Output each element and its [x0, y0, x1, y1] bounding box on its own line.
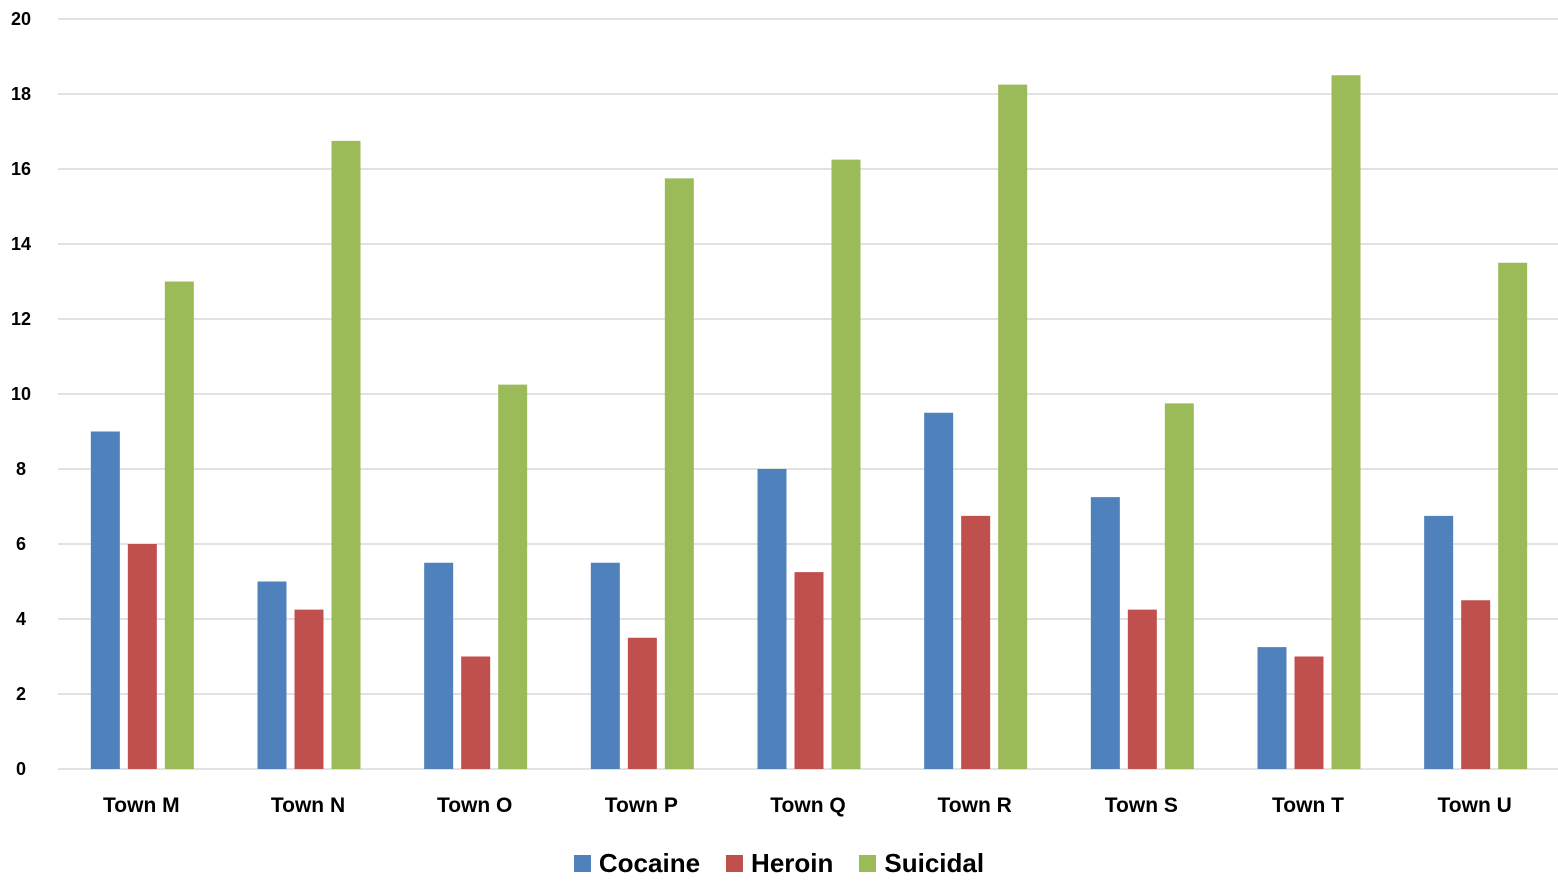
legend-swatch — [859, 854, 877, 872]
legend-label: Suicidal — [884, 847, 985, 878]
bar-suicidal-town-m — [164, 281, 194, 769]
bar-cocaine-town-o — [424, 562, 454, 769]
bar-cocaine-town-q — [757, 469, 787, 769]
x-category-label: Town Q — [770, 794, 845, 817]
bar-cocaine-town-m — [90, 431, 120, 769]
bar-cocaine-town-u — [1424, 515, 1454, 769]
bar-heroin-town-n — [294, 609, 324, 769]
legend-item-heroin: Heroin — [726, 848, 833, 879]
bar-cocaine-town-r — [924, 412, 954, 769]
x-category-label: Town P — [605, 794, 678, 817]
bar-heroin-town-s — [1127, 609, 1157, 769]
x-category-label: Town U — [1438, 794, 1512, 817]
bar-cocaine-town-n — [257, 581, 287, 769]
y-tick-label: 20 — [11, 9, 31, 29]
x-category-label: Town M — [103, 794, 180, 817]
y-tick-label: 4 — [16, 609, 26, 629]
y-tick-label: 10 — [11, 384, 31, 404]
bar-heroin-town-o — [461, 656, 491, 769]
bar-cocaine-town-t — [1257, 647, 1287, 769]
legend-item-cocaine: Cocaine — [573, 847, 701, 879]
x-axis-category-labels: Town M Town N Town O Town P Town Q Town R Town… — [103, 794, 1512, 817]
legend-swatch — [573, 854, 591, 872]
y-axis-tick-labels: 0 2 4 6 8 10 12 14 16 18 20 — [11, 9, 31, 779]
y-tick-label: 16 — [11, 159, 31, 179]
x-category-label: Town T — [1272, 794, 1344, 817]
bar-cocaine-town-s — [1090, 497, 1120, 769]
y-tick-label: 18 — [11, 84, 31, 104]
bar-cocaine-town-p — [590, 562, 620, 769]
bar-suicidal-town-t — [1331, 75, 1361, 769]
bar-suicidal-town-p — [664, 178, 694, 769]
bar-suicidal-town-u — [1498, 262, 1528, 769]
y-tick-label: 6 — [16, 534, 26, 554]
bar-suicidal-town-q — [831, 159, 861, 769]
y-tick-label: 2 — [16, 684, 26, 704]
bar-suicidal-town-r — [998, 84, 1028, 769]
legend-label: Cocaine — [598, 847, 701, 878]
y-tick-label: 8 — [16, 459, 26, 479]
legend: Cocaine Heroin Suicidal — [0, 843, 1558, 883]
bar-suicidal-town-n — [331, 140, 361, 769]
bar-heroin-town-p — [627, 637, 657, 769]
y-tick-label: 0 — [16, 759, 26, 779]
legend-item-suicidal: Suicidal — [859, 848, 984, 879]
legend-label: Heroin — [751, 847, 834, 878]
legend-swatch — [726, 854, 744, 872]
bar-heroin-town-t — [1294, 656, 1324, 769]
x-category-label: Town N — [271, 794, 345, 817]
y-tick-label: 12 — [11, 309, 31, 329]
bar-heroin-town-q — [794, 572, 824, 769]
bar-heroin-town-m — [127, 544, 157, 769]
bars — [90, 75, 1528, 769]
x-category-label: Town R — [938, 794, 1012, 817]
bar-heroin-town-u — [1461, 600, 1491, 769]
x-category-label: Town O — [437, 794, 512, 817]
bar-suicidal-town-s — [1164, 403, 1194, 769]
bar-heroin-town-r — [961, 515, 991, 769]
bar-suicidal-town-o — [498, 384, 528, 769]
y-tick-label: 14 — [11, 234, 31, 254]
x-category-label: Town S — [1105, 794, 1178, 817]
